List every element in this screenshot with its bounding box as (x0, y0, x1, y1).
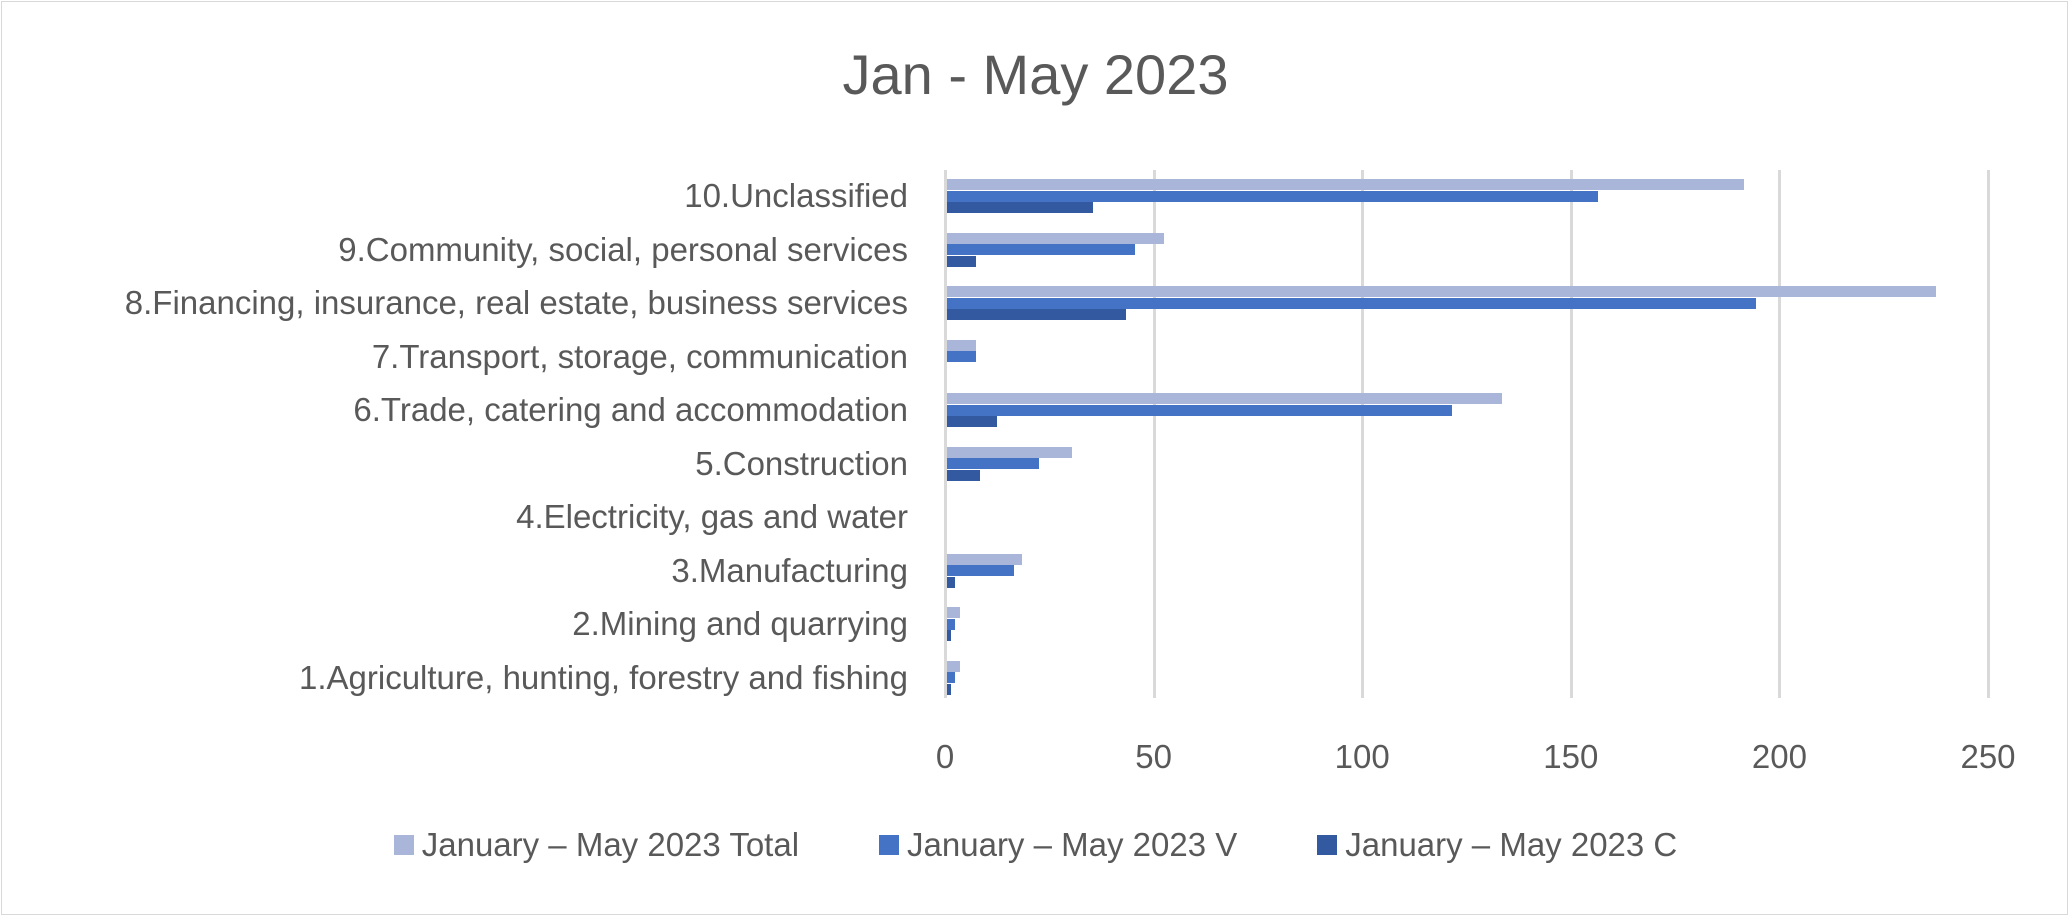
bar (947, 660, 960, 672)
bar (947, 190, 1598, 202)
category-label: 8.Financing, insurance, real estate, bus… (124, 284, 908, 321)
legend-label-c: January – May 2023 C (1345, 826, 1678, 863)
legend-swatch-c (1317, 835, 1338, 855)
x-tick-label: 250 (1960, 738, 2016, 775)
bar (947, 469, 981, 481)
bar (947, 553, 1023, 565)
legend: January – May 2023 Total January – May 2… (0, 826, 2071, 864)
bar (947, 202, 1094, 213)
bar (947, 576, 956, 588)
legend-item-total: January – May 2023 Total (393, 826, 800, 864)
category-label: 2.Mining and quarrying (572, 605, 908, 642)
bar (947, 672, 956, 683)
bar (947, 393, 1502, 404)
x-tick-label: 200 (1751, 738, 1807, 775)
gridline (1569, 170, 1573, 698)
bar (947, 630, 952, 641)
gridline (1152, 170, 1156, 698)
bar (947, 179, 1744, 190)
category-label: 4.Electricity, gas and water (516, 498, 908, 535)
x-tick-label: 50 (1135, 738, 1172, 775)
category-label: 3.Manufacturing (671, 551, 908, 589)
category-label: 1.Agriculture, hunting, forestry and fis… (298, 658, 908, 696)
bar (947, 404, 1452, 416)
legend-item-v: January – May 2023 V (879, 826, 1237, 864)
chart-title: Jan - May 2023 (842, 43, 1229, 106)
gridline (1778, 170, 1782, 698)
legend-item-c: January – May 2023 C (1317, 826, 1677, 864)
legend-label-v: January – May 2023 V (907, 826, 1238, 863)
gridline (944, 170, 947, 698)
bar (947, 309, 1127, 320)
bar (947, 244, 1135, 255)
bar (947, 297, 1757, 309)
bar (947, 416, 998, 427)
bar (947, 607, 960, 618)
bar (947, 618, 956, 630)
category-label: 7.Transport, storage, communication (371, 337, 908, 375)
x-tick-label: 150 (1543, 738, 1599, 775)
legend-label-total: January – May 2023 Total (421, 826, 800, 863)
category-label: 9.Community, social, personal services (338, 230, 908, 268)
bar (947, 286, 1936, 297)
bar (947, 683, 952, 695)
category-label: 6.Trade, catering and accommodation (353, 391, 908, 428)
plot-area (944, 170, 1990, 698)
x-tick-label: 100 (1334, 738, 1390, 775)
category-label: 10.Unclassified (684, 177, 908, 214)
bar (947, 339, 977, 351)
category-label: 5.Construction (695, 444, 908, 482)
legend-swatch-v (879, 835, 900, 855)
gridline (1361, 170, 1365, 698)
bar (947, 446, 1073, 458)
x-tick-label: 0 (935, 738, 955, 775)
bar (947, 351, 977, 362)
bar (947, 255, 977, 267)
bar (947, 458, 1039, 469)
bar (947, 565, 1014, 576)
gridline (1987, 170, 1990, 698)
bar (947, 232, 1164, 244)
legend-swatch-total (393, 835, 414, 855)
